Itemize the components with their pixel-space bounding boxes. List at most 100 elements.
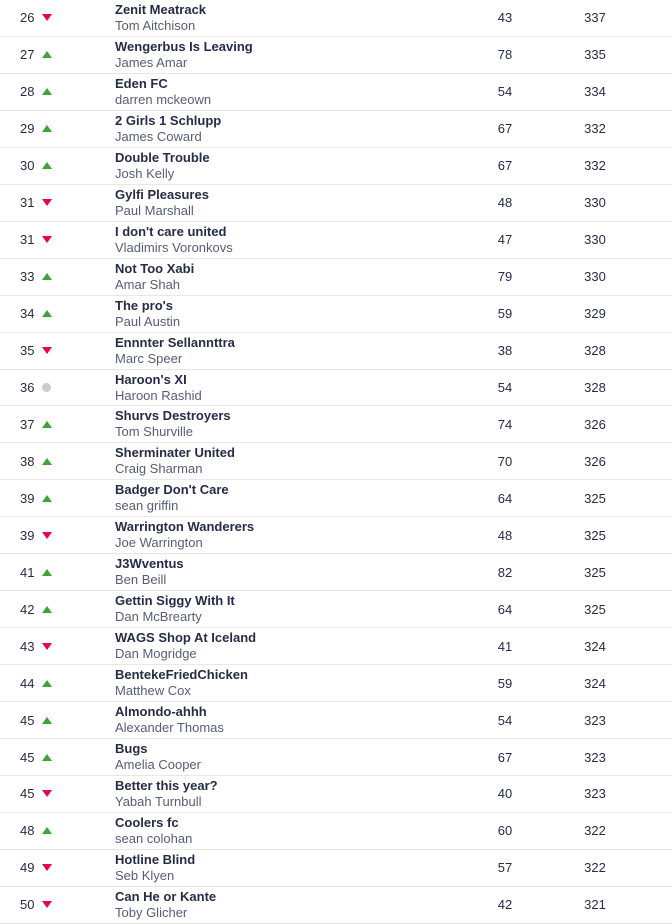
team-name-link[interactable]: Coolers fc (115, 814, 179, 830)
team-cell: Not Too Xabi Amar Shah (115, 261, 460, 293)
team-cell: Haroon's XI Haroon Rashid (115, 372, 460, 404)
manager-name: Amar Shah (115, 276, 181, 292)
standings-row: 34 The pro's Paul Austin 59 329 (0, 296, 672, 333)
rank-cell: 42 (0, 602, 115, 617)
rank-cell: 31 (0, 232, 115, 247)
team-name-link[interactable]: WAGS Shop At Iceland (115, 630, 257, 646)
standings-row: 43 WAGS Shop At Iceland Dan Mogridge 41 … (0, 628, 672, 666)
standings-row: 28 Eden FC darren mckeown 54 334 (0, 74, 672, 111)
movement-down-arrow-icon (42, 347, 52, 355)
rank-number: 39 (20, 527, 35, 543)
total-points: 325 (584, 601, 606, 617)
rank-number: 31 (20, 195, 35, 211)
movement-up-arrow-icon (42, 51, 52, 59)
gameweek-points: 82 (497, 564, 513, 580)
rank-number: 38 (20, 453, 35, 469)
total-points: 323 (584, 786, 606, 802)
gameweek-points: 67 (497, 121, 513, 137)
rank-number: 43 (20, 638, 35, 654)
team-name-link[interactable]: Badger Don't Care (115, 482, 229, 498)
standings-row: 48 Coolers fc sean colohan 60 322 (0, 813, 672, 850)
movement-down-arrow-icon (42, 790, 52, 798)
standings-row: 31 Gylfi Pleasures Paul Marshall 48 330 (0, 185, 672, 222)
rank-cell: 41 (0, 565, 115, 580)
rank-cell: 30 (0, 158, 115, 173)
team-cell: Hotline Blind Seb Klyen (115, 852, 460, 884)
team-name-link[interactable]: Almondo-ahhh (115, 704, 207, 720)
team-cell: BentekeFriedChicken Matthew Cox (115, 667, 460, 699)
manager-name: Paul Austin (115, 313, 181, 329)
team-name-link[interactable]: Eden FC (115, 75, 168, 91)
manager-name: Alexander Thomas (115, 720, 224, 736)
rank-number: 37 (20, 416, 35, 432)
team-name-link[interactable]: Bugs (115, 741, 148, 757)
movement-down-arrow-icon (42, 642, 52, 650)
rank-number: 27 (20, 47, 35, 63)
standings-row: 44 BentekeFriedChicken Matthew Cox 59 32… (0, 665, 672, 703)
total-points: 335 (584, 47, 606, 63)
rank-number: 41 (20, 564, 35, 580)
gameweek-points: 54 (497, 380, 513, 395)
team-name-link[interactable]: Ennnter Sellannttra (115, 334, 235, 350)
gameweek-points: 40 (497, 786, 513, 802)
team-name-link[interactable]: The pro's (115, 297, 173, 313)
rank-cell: 33 (0, 269, 115, 284)
team-name-link[interactable]: 2 Girls 1 Schlupp (115, 112, 222, 128)
manager-name: Dan Mogridge (115, 646, 197, 662)
gameweek-points: 64 (497, 601, 513, 617)
team-name-link[interactable]: Better this year? (115, 777, 218, 793)
team-name-link[interactable]: J3Wventus (115, 556, 184, 572)
movement-up-arrow-icon (42, 310, 52, 318)
team-cell: Sherminater United Craig Sharman (115, 445, 460, 477)
movement-up-arrow-icon (42, 679, 52, 687)
rank-cell: 36 (0, 380, 115, 395)
rank-number: 44 (20, 675, 35, 691)
team-name-link[interactable]: I don't care united (115, 223, 227, 239)
manager-name: Amelia Cooper (115, 757, 201, 773)
gameweek-points: 67 (497, 749, 513, 765)
rank-number: 39 (20, 490, 35, 506)
rank-cell: 37 (0, 417, 115, 432)
team-name-link[interactable]: Gettin Siggy With It (115, 593, 235, 609)
rank-number: 31 (20, 232, 35, 248)
total-points: 326 (584, 453, 606, 469)
team-name-link[interactable]: Warrington Wanderers (115, 519, 255, 535)
team-cell: Gylfi Pleasures Paul Marshall (115, 187, 460, 219)
team-cell: Badger Don't Care sean griffin (115, 482, 460, 514)
team-name-link[interactable]: Hotline Blind (115, 851, 196, 867)
gameweek-points: 48 (497, 527, 513, 543)
rank-number: 35 (20, 343, 35, 359)
movement-down-arrow-icon (42, 199, 52, 207)
total-points: 329 (584, 306, 606, 322)
manager-name: Tom Shurville (115, 424, 194, 440)
standings-row: 42 Gettin Siggy With It Dan McBrearty 64… (0, 591, 672, 629)
team-name-link[interactable]: Double Trouble (115, 149, 210, 165)
team-name-link[interactable]: Zenit Meatrack (115, 1, 207, 17)
team-name-link[interactable]: Gylfi Pleasures (115, 186, 209, 202)
team-name-link[interactable]: Haroon's XI (115, 371, 187, 387)
team-name-link[interactable]: Wengerbus Is Leaving (115, 38, 253, 54)
gameweek-points: 70 (497, 453, 513, 469)
total-points: 324 (584, 638, 606, 654)
gameweek-points: 78 (497, 47, 513, 63)
rank-number: 29 (20, 121, 35, 137)
team-name-link[interactable]: Can He or Kante (115, 888, 217, 904)
rank-cell: 50 (0, 897, 115, 912)
team-name-link[interactable]: Not Too Xabi (115, 260, 195, 276)
gameweek-points: 60 (497, 823, 513, 839)
standings-row: 36 Haroon's XI Haroon Rashid 54 328 (0, 370, 672, 407)
team-name-link[interactable]: Shurvs Destroyers (115, 408, 231, 424)
team-name-link[interactable]: Sherminater United (115, 445, 235, 461)
rank-cell: 49 (0, 860, 115, 875)
total-points: 324 (584, 675, 606, 691)
gameweek-points: 79 (497, 269, 513, 285)
team-cell: Better this year? Yabah Turnbull (115, 778, 460, 810)
total-points: 330 (584, 195, 606, 211)
rank-cell: 48 (0, 823, 115, 838)
team-name-link[interactable]: BentekeFriedChicken (115, 667, 248, 683)
manager-name: James Coward (115, 128, 202, 144)
standings-row: 39 Badger Don't Care sean griffin 64 325 (0, 480, 672, 518)
standings-row: 37 Shurvs Destroyers Tom Shurville 74 32… (0, 406, 672, 444)
rank-number: 28 (20, 84, 35, 100)
